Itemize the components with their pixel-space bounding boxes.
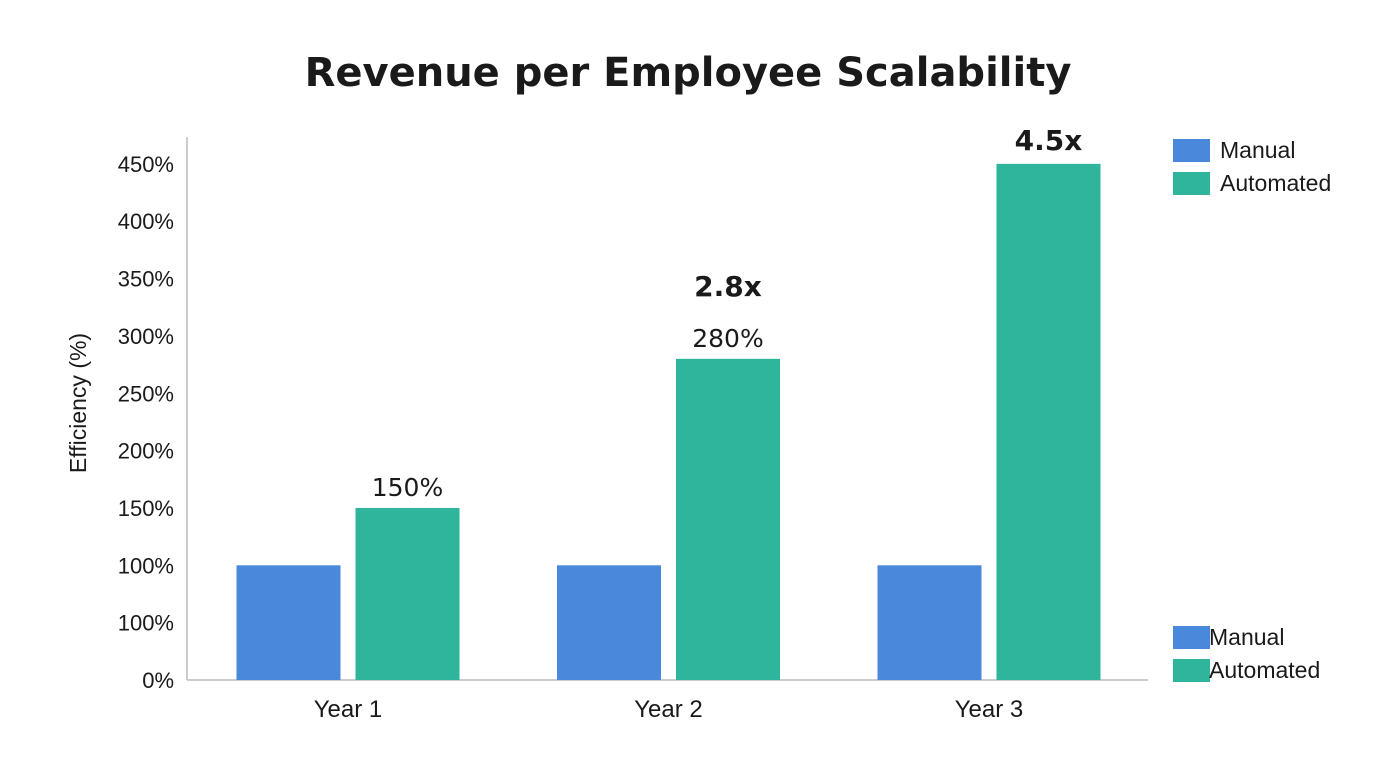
data-label: 280% bbox=[692, 324, 763, 353]
bar-manual-2 bbox=[557, 565, 661, 680]
legend-label: Automated bbox=[1220, 170, 1331, 196]
bar-automated-2 bbox=[676, 358, 780, 680]
y-tick-label: 100% bbox=[118, 611, 174, 636]
y-axis-label: Efficiency (%) bbox=[65, 333, 91, 473]
y-tick-label: 100% bbox=[118, 553, 174, 578]
legend-label: Automated bbox=[1209, 657, 1320, 683]
y-tick-label: 150% bbox=[118, 496, 174, 521]
legend-swatch-automated bbox=[1173, 172, 1210, 195]
x-tick-label: Year 3 bbox=[955, 696, 1024, 723]
y-tick-label: 250% bbox=[118, 381, 174, 406]
legend-label: Manual bbox=[1209, 624, 1284, 650]
multiplier-annotation: 4.5x bbox=[1015, 124, 1083, 157]
y-tick-label: 400% bbox=[118, 209, 174, 234]
bar-manual-1 bbox=[236, 565, 341, 680]
chart-title: Revenue per Employee Scalability bbox=[305, 50, 1072, 96]
legend-swatch-manual bbox=[1173, 626, 1210, 649]
bar-manual-3 bbox=[877, 565, 982, 680]
y-tick-label: 350% bbox=[118, 267, 174, 292]
data-label: 150% bbox=[372, 473, 443, 502]
multiplier-annotation: 2.8x bbox=[694, 270, 762, 303]
x-tick-label: Year 2 bbox=[634, 696, 703, 723]
bar-automated-3 bbox=[996, 163, 1101, 681]
y-tick-label: 300% bbox=[118, 324, 174, 349]
bar-automated-1 bbox=[355, 507, 460, 680]
y-tick-label: 200% bbox=[118, 439, 174, 464]
y-tick-label: 0% bbox=[142, 668, 174, 693]
legend-swatch-automated bbox=[1173, 659, 1210, 682]
legend-swatch-manual bbox=[1173, 139, 1210, 162]
legend-label: Manual bbox=[1220, 137, 1295, 163]
x-tick-label: Year 1 bbox=[314, 696, 383, 723]
y-tick-label: 450% bbox=[118, 152, 174, 177]
